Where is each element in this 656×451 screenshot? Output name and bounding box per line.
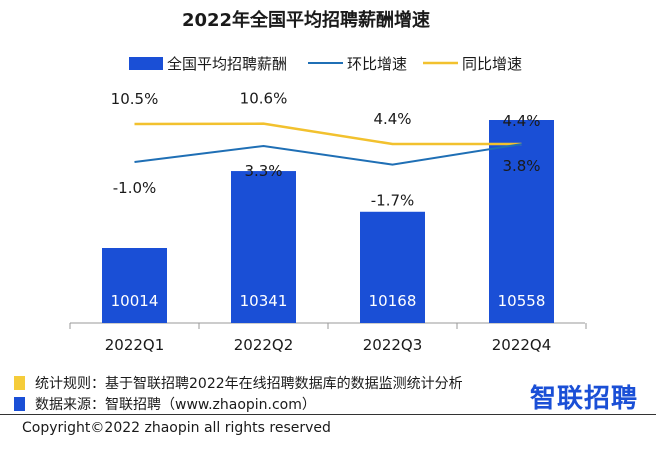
lines (134, 122, 522, 166)
mom-value-label: 3.8% (502, 157, 540, 175)
rule-text: 统计规则：基于智联招聘2022年在线招聘数据库的数据监测统计分析 (35, 376, 463, 392)
bar (360, 211, 425, 323)
yoy-value-label: 4.4% (373, 110, 411, 128)
x-tick-label: 2022Q1 (105, 336, 165, 354)
brand-logo: 智联招聘 (530, 384, 639, 414)
yoy-value-label: 10.6% (240, 90, 288, 108)
bar (489, 120, 554, 323)
source-note: 数据来源：智联招聘（www.zhaopin.com） (14, 394, 316, 414)
x-ticks: 2022Q1 2022Q2 2022Q3 2022Q4 (69, 323, 587, 354)
bars: 10014 10341 10168 10558 (102, 120, 554, 323)
mom-value-label: -1.0% (113, 179, 157, 197)
bar (231, 171, 296, 323)
chart-title: 2022年全国平均招聘薪酬增速 (182, 9, 430, 31)
x-tick-label: 2022Q4 (492, 336, 552, 354)
legend-bar-swatch (129, 57, 163, 70)
chart: 2022年全国平均招聘薪酬增速 全国平均招聘薪酬 环比增速 同比增速 2022Q1 2… (69, 9, 587, 354)
source-swatch (14, 397, 25, 411)
bar-value-label: 10558 (498, 292, 546, 310)
x-tick-label: 2022Q3 (363, 336, 423, 354)
x-tick-label: 2022Q2 (234, 336, 294, 354)
yoy-line (134, 122, 522, 146)
legend-bar-label: 全国平均招聘薪酬 (167, 55, 287, 73)
bar (102, 248, 167, 323)
bar-value-label: 10341 (240, 292, 288, 310)
footer-divider (0, 414, 656, 415)
yoy-value-label: 4.4% (502, 112, 540, 130)
legend-yoy-label: 同比增速 (462, 55, 522, 73)
legend: 全国平均招聘薪酬 环比增速 同比增速 (129, 55, 522, 73)
mom-value-label: 3.3% (244, 162, 282, 180)
legend-mom-label: 环比增速 (347, 55, 407, 73)
yoy-value-label: 10.5% (111, 90, 159, 108)
source-text: 数据来源：智联招聘（www.zhaopin.com） (35, 397, 316, 413)
rule-swatch (14, 376, 25, 390)
bar-value-label: 10168 (369, 292, 417, 310)
mom-line (134, 143, 522, 166)
copyright: Copyright©2022 zhaopin all rights reserv… (22, 420, 331, 436)
rule-note: 统计规则：基于智联招聘2022年在线招聘数据库的数据监测统计分析 (14, 373, 463, 393)
bar-value-label: 10014 (111, 292, 159, 310)
mom-value-label: -1.7% (371, 192, 415, 210)
labels: 10.5% 10.6% 4.4% 4.4% -1.0% 3.3% -1.7% 3.8% (111, 90, 541, 210)
